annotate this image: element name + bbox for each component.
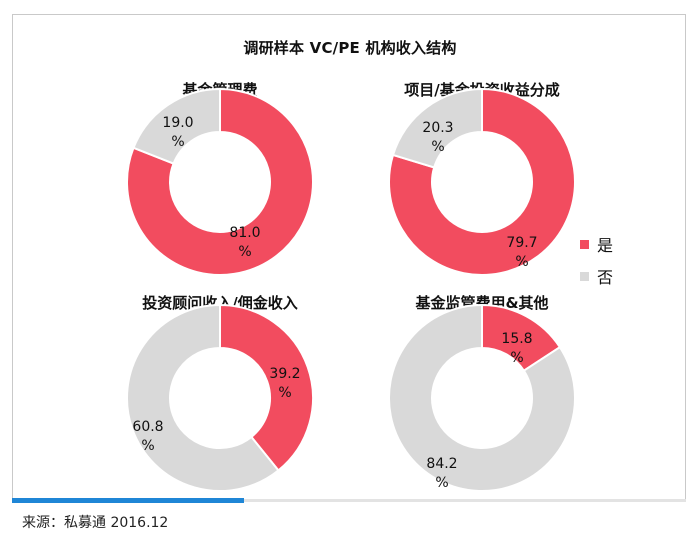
legend: 是 否 [580,228,640,292]
legend-label-no: 否 [597,268,614,287]
source-note: 来源：私募通 2016.12 [22,515,169,531]
panel-title-carry: 项目/基金投资收益分成 [404,81,560,99]
legend-item-no: 否 [580,260,640,292]
legend-swatch-no [580,271,589,281]
legend-swatch-yes [580,239,589,249]
divider-bar [244,499,686,502]
panel-title-management-fee: 基金管理费 [182,81,258,99]
legend-label-yes: 是 [597,236,614,255]
panel-title-advisory: 投资顾问收入/佣金收入 [142,294,298,312]
accent-bar [12,498,244,503]
legend-item-yes: 是 [580,228,640,260]
chart-title: 调研样本 VC/PE 机构收入结构 [243,39,457,57]
top-strip [0,0,700,14]
panel-title-supervision: 基金监管费用&其他 [415,294,549,312]
